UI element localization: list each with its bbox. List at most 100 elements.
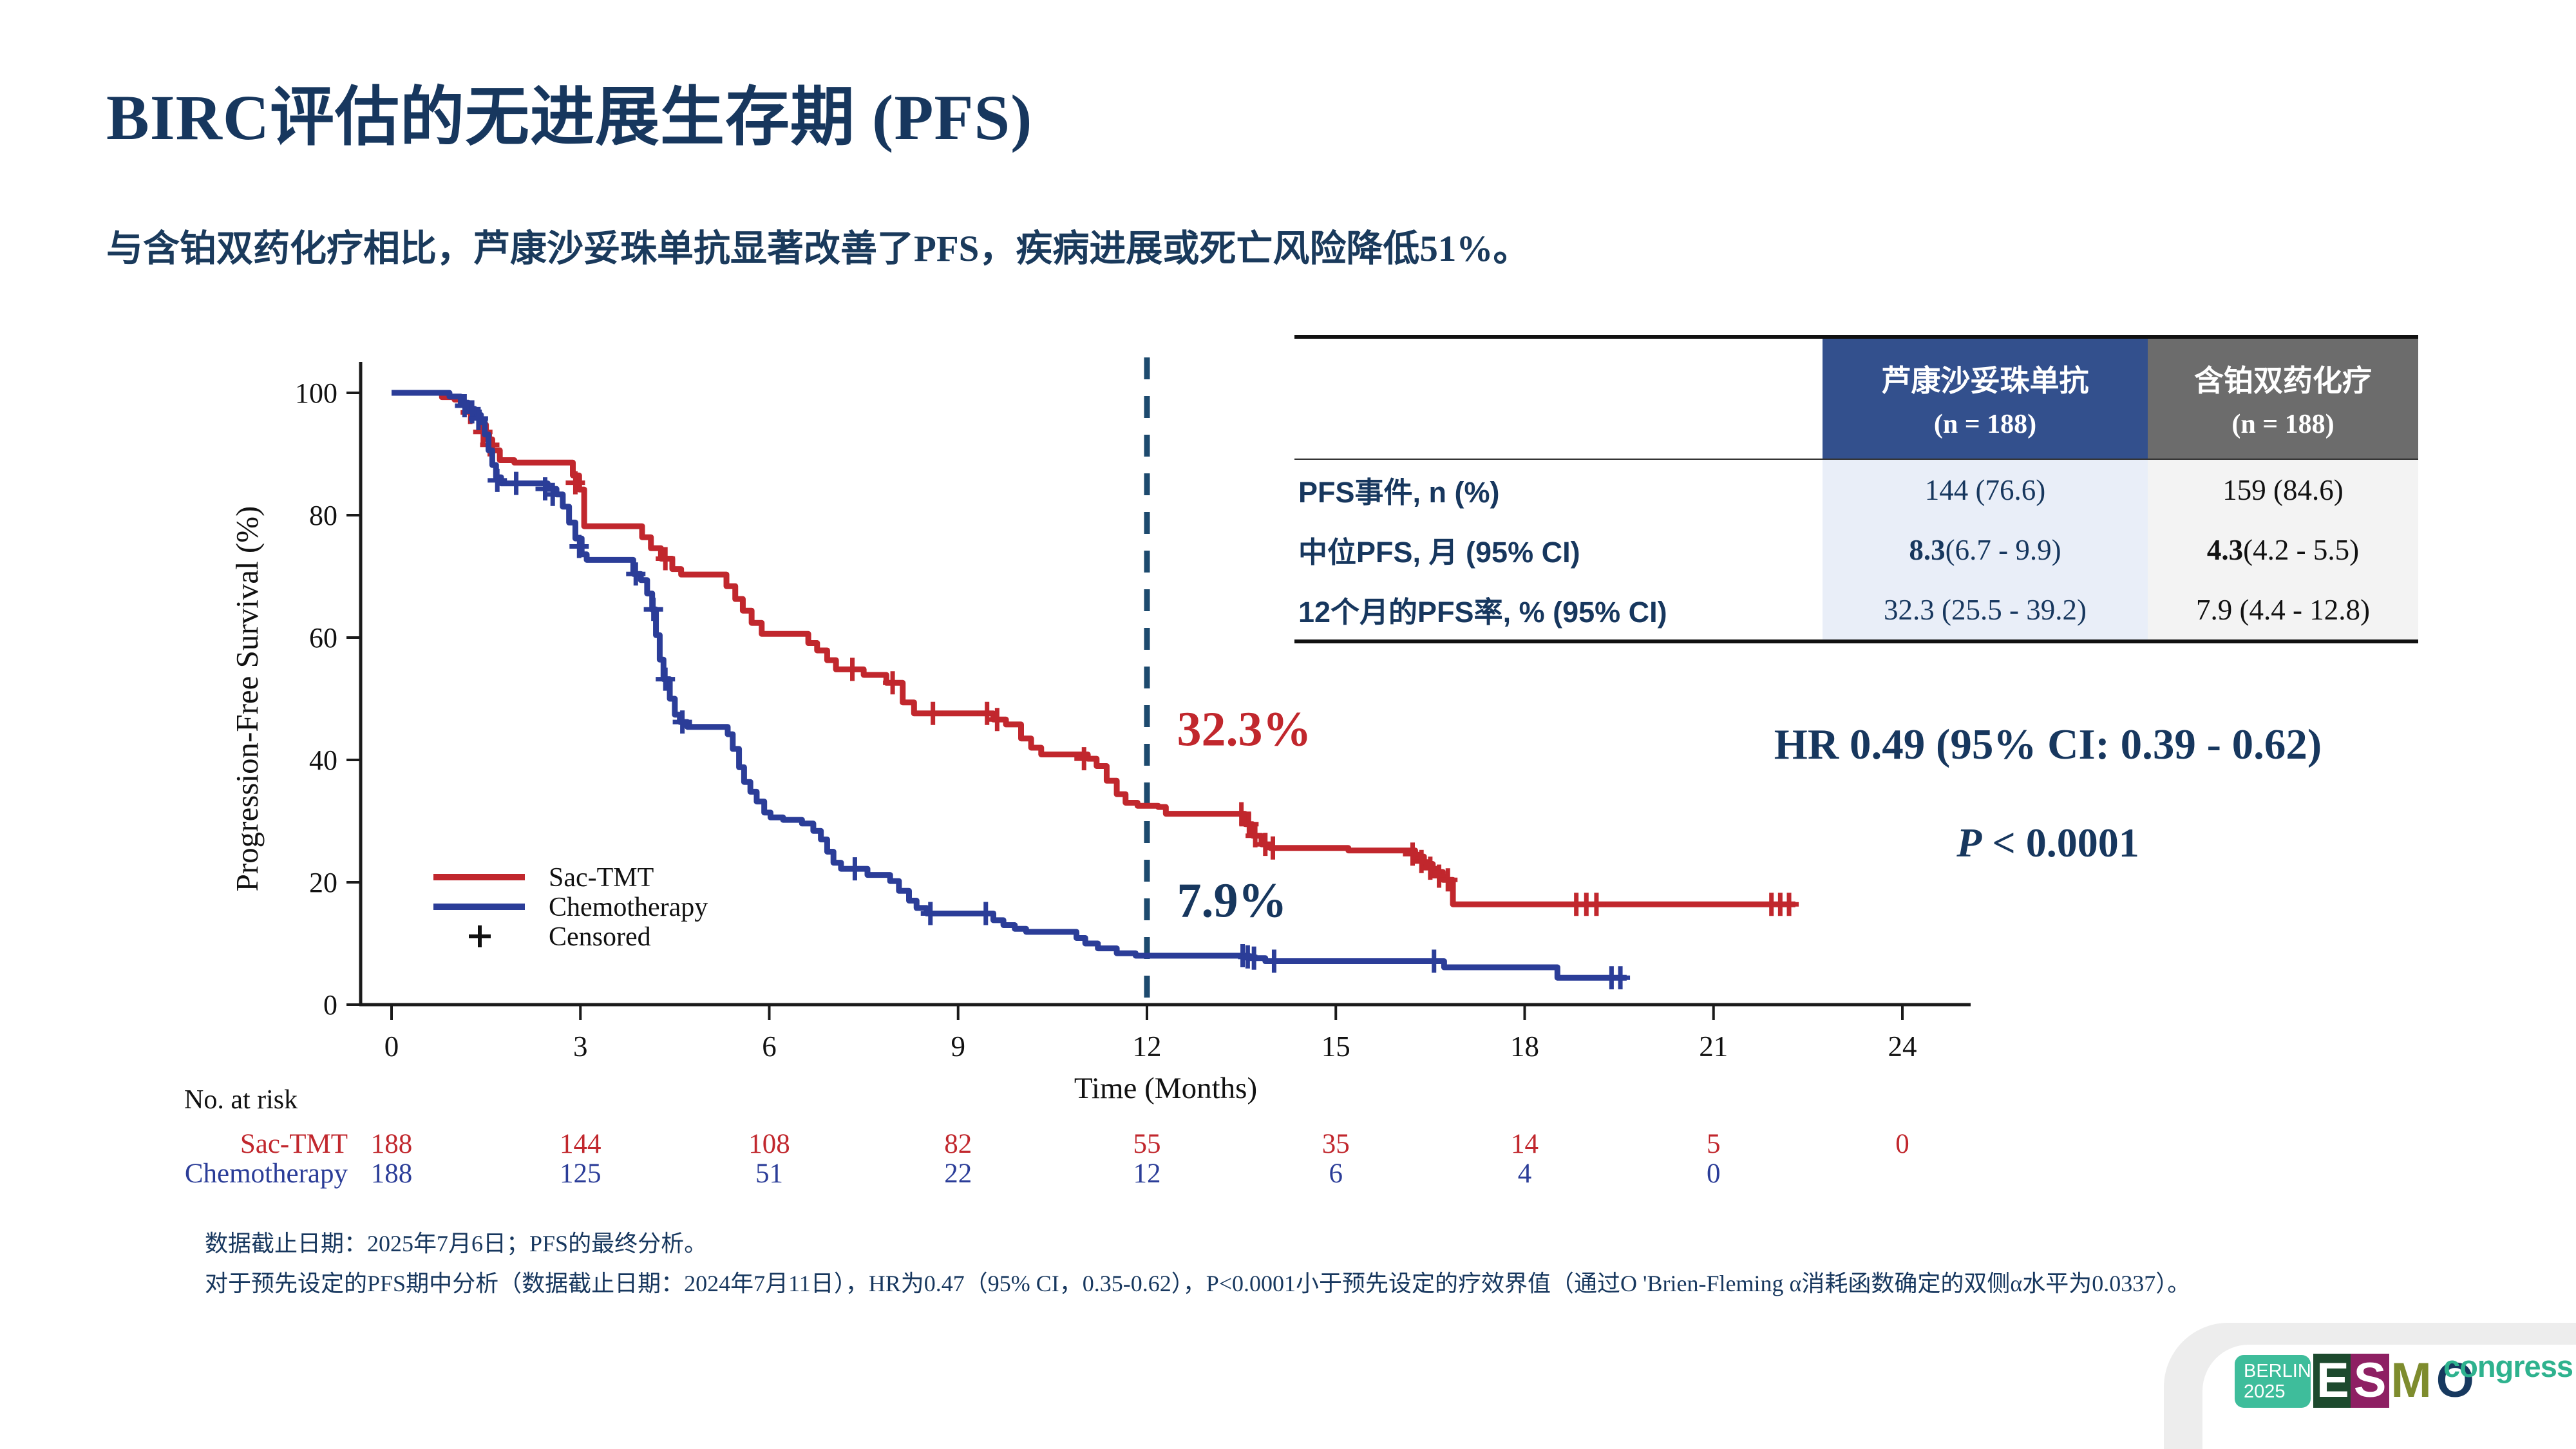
censor-mark <box>488 468 507 492</box>
row-value: 8.3 (6.7 - 9.9) <box>1823 520 2148 580</box>
row-label: PFS事件, n (%) <box>1298 476 1500 509</box>
risk-count: 82 <box>944 1129 972 1159</box>
hazard-ratio-text: HR 0.49 (95% CI: 0.39 - 0.62) <box>1774 721 2322 768</box>
risk-count: 188 <box>370 1159 413 1189</box>
blue-rate-annotation: 7.9% <box>1177 873 1287 927</box>
legend-label: Censored <box>549 922 651 952</box>
censor-mark <box>1074 747 1094 771</box>
risk-count: 0 <box>1707 1159 1721 1189</box>
results-table: 芦康沙妥珠单抗 (n = 188) 含铂双药化疗 (n = 188) PFS事件… <box>1294 335 2418 643</box>
censor-mark <box>643 598 663 621</box>
risk-count: 5 <box>1707 1129 1721 1159</box>
censor-mark <box>1438 868 1458 892</box>
x-tick-label: 3 <box>573 1030 588 1063</box>
censor-mark <box>1429 864 1449 888</box>
legend-label: Chemotherapy <box>549 893 708 922</box>
y-tick-label: 20 <box>309 867 337 898</box>
row-value: 159 (84.6) <box>2148 460 2418 520</box>
risk-row-label: Sac-TMT <box>240 1129 348 1159</box>
x-tick-label: 24 <box>1888 1030 1917 1063</box>
header-sactmt-n: (n = 188) <box>1933 410 2037 439</box>
x-tick-label: 9 <box>951 1030 966 1063</box>
esmo-congress-text: congress <box>2443 1349 2573 1383</box>
censor-mark <box>883 671 903 695</box>
esmo-letter-S: S <box>2350 1354 2390 1408</box>
results-table-row: 12个月的PFS率, % (95% CI) 32.3 (25.5 - 39.2) 7… <box>1294 580 2418 639</box>
x-tick-label: 21 <box>1699 1030 1728 1063</box>
censor-mark <box>842 658 862 681</box>
esmo-logo-card: BERLIN 2025 ESMO congress <box>2202 1345 2576 1449</box>
censor-mark <box>920 902 940 925</box>
y-tick-label: 40 <box>309 744 337 776</box>
y-axis-title: Progression-Free Survival (%) <box>232 506 265 892</box>
row-value: 144 (76.6) <box>1823 460 2148 520</box>
risk-count: 51 <box>755 1159 783 1189</box>
header-chemo: 含铂双药化疗 (n = 188) <box>2148 339 2418 459</box>
y-tick-label: 80 <box>309 500 337 531</box>
p-value: < 0.0001 <box>1982 820 2139 866</box>
results-table-row: 中位PFS, 月 (95% CI) 8.3 (6.7 - 9.9) 4.3 (4.2… <box>1294 520 2418 580</box>
risk-count: 144 <box>560 1129 601 1159</box>
x-tick-label: 0 <box>384 1030 399 1063</box>
censor-mark <box>1611 966 1631 990</box>
header-sactmt: 芦康沙妥珠单抗 (n = 188) <box>1823 339 2148 459</box>
header-empty-cell <box>1294 339 1823 459</box>
censor-mark <box>987 708 1007 732</box>
censor-mark <box>977 701 997 725</box>
esmo-berlin-badge: BERLIN 2025 <box>2235 1355 2311 1408</box>
risk-row-label: Chemotherapy <box>184 1159 348 1189</box>
censor-mark <box>976 902 996 925</box>
censor-mark <box>1239 812 1259 836</box>
censor-mark <box>1586 893 1606 916</box>
censor-mark <box>506 471 526 495</box>
risk-count: 108 <box>748 1129 790 1159</box>
row-label: 12个月的PFS率, % (95% CI) <box>1298 596 1667 629</box>
header-sactmt-name: 芦康沙妥珠单抗 <box>1881 364 2089 397</box>
subtitle: 与含铂双药化疗相比，芦康沙妥珠单抗显著改善了PFS，疾病进展或死亡风险降低51%… <box>106 229 1530 269</box>
risk-count: 22 <box>944 1159 972 1189</box>
risk-count: 12 <box>1133 1159 1161 1189</box>
x-tick-label: 12 <box>1133 1030 1162 1063</box>
p-value-text: P < 0.0001 <box>1636 819 2460 867</box>
risk-count: 35 <box>1321 1129 1350 1159</box>
badge-city: BERLIN <box>2244 1360 2311 1381</box>
p-symbol: P <box>1956 820 1982 866</box>
censor-mark <box>656 667 676 691</box>
row-label: 中位PFS, 月 (95% CI) <box>1298 536 1580 569</box>
censor-mark <box>569 535 589 558</box>
legend-label: Sac-TMT <box>549 863 654 893</box>
x-axis-title: Time (Months) <box>1074 1072 1257 1105</box>
censor-mark <box>1424 949 1444 973</box>
censor-mark <box>565 471 585 495</box>
y-tick-label: 0 <box>323 989 337 1021</box>
censor-mark <box>1245 824 1265 848</box>
results-table-body: PFS事件, n (%) 144 (76.6) 159 (84.6) 中位PFS, 月… <box>1294 460 2418 639</box>
censor-mark <box>923 701 943 725</box>
censor-mark <box>672 710 692 734</box>
results-table-row: PFS事件, n (%) 144 (76.6) 159 (84.6) <box>1294 460 2418 520</box>
esmo-letter-E: E <box>2313 1354 2353 1408</box>
censor-mark <box>1264 949 1284 973</box>
censor-mark <box>543 482 563 506</box>
risk-table-title: No. at risk <box>184 1085 298 1115</box>
esmo-wordmark: ESMO <box>2313 1354 2476 1408</box>
censor-mark <box>468 406 488 430</box>
risk-count: 188 <box>370 1129 413 1159</box>
y-tick-label: 100 <box>295 377 337 409</box>
risk-count: 14 <box>1511 1129 1539 1159</box>
header-chemo-n: (n = 188) <box>2231 410 2334 439</box>
legend-censor-marker <box>469 925 491 947</box>
footnote-2: 对于预先设定的PFS期中分析（数据截止日期：2024年7月11日），HR为0.4… <box>205 1271 2191 1296</box>
row-value: 7.9 (4.4 - 12.8) <box>2148 580 2418 639</box>
red-rate-annotation: 32.3% <box>1177 702 1312 756</box>
censor-mark <box>656 547 676 571</box>
risk-count: 4 <box>1517 1159 1532 1189</box>
censor-mark <box>1779 893 1799 916</box>
km-chart: 0 20 40 60 80 100 0 3 6 9 12 15 18 21 24 Time (Months) P… <box>232 348 2035 1185</box>
x-tick-label: 15 <box>1321 1030 1350 1063</box>
risk-count: 55 <box>1133 1129 1161 1159</box>
x-tick-label: 6 <box>762 1030 777 1063</box>
risk-count: 0 <box>1895 1129 1909 1159</box>
esmo-letter-O: O <box>2436 1353 2474 1408</box>
